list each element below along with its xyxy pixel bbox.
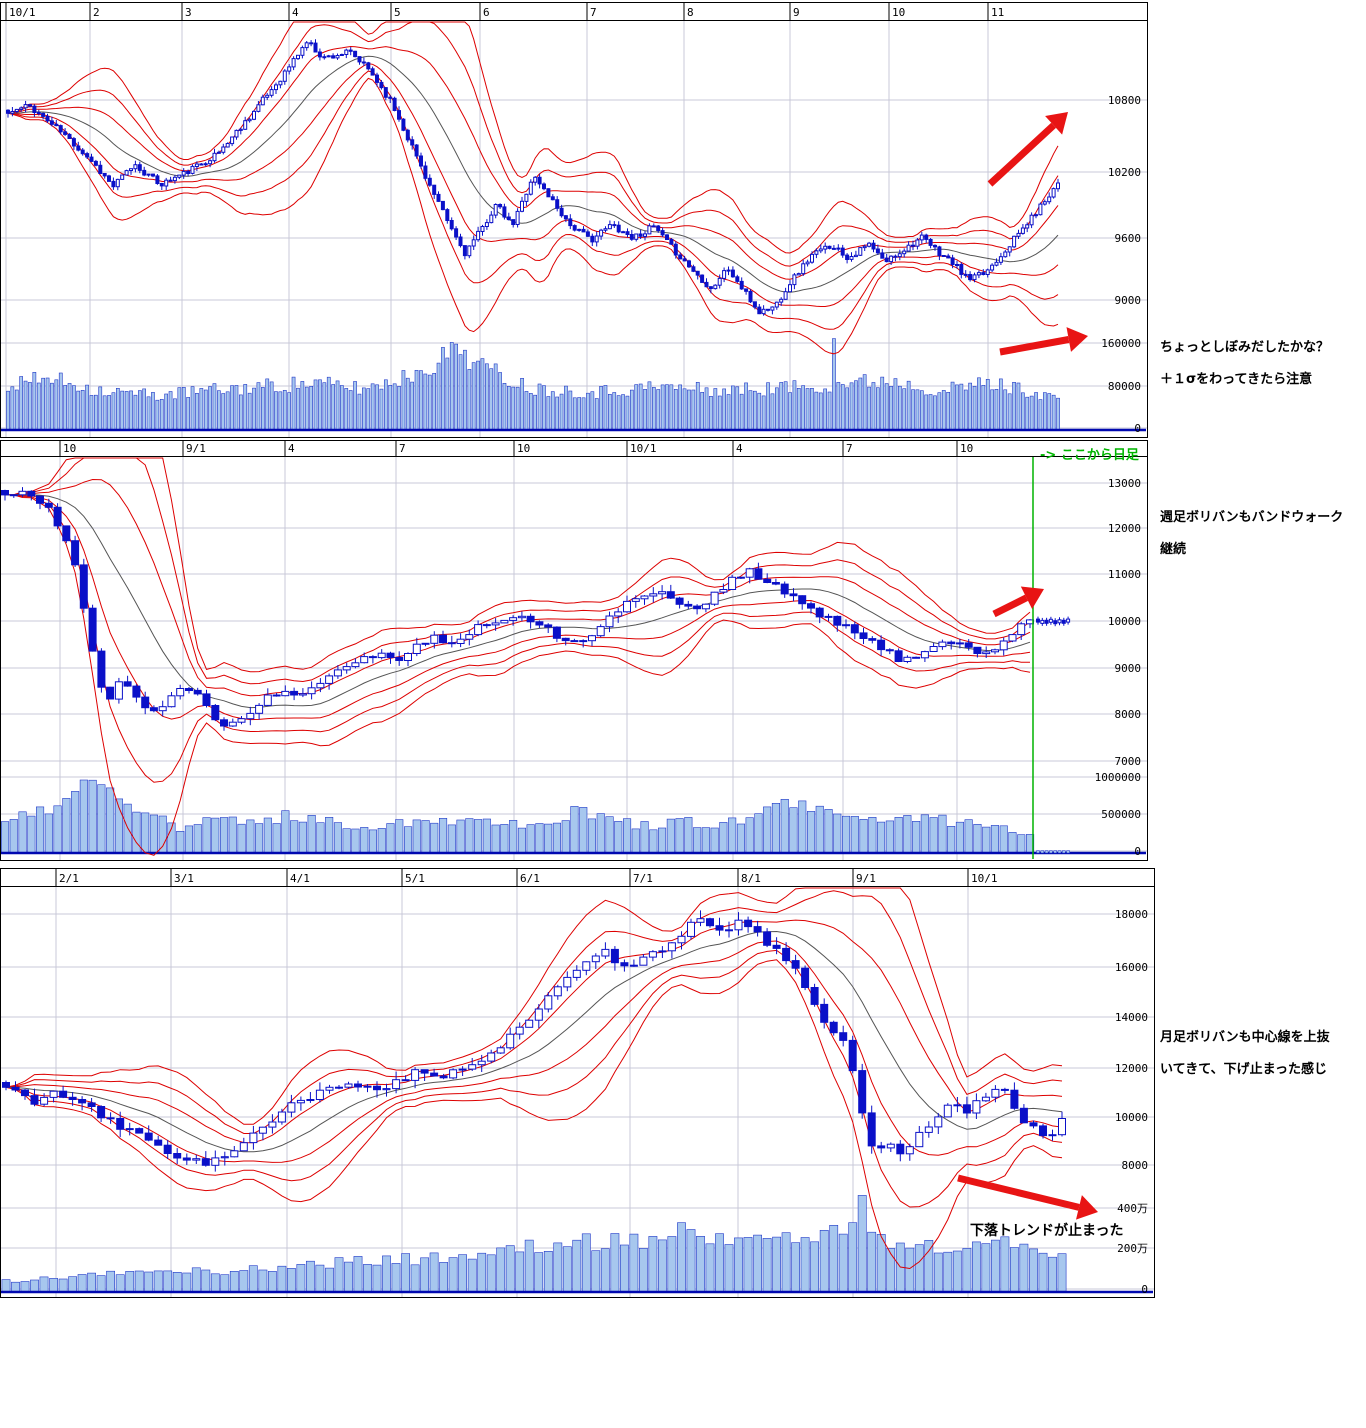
volume-bars-layer <box>1 1195 1153 1294</box>
svg-text:7: 7 <box>399 442 406 455</box>
axis-labels-layer: 10 9/1 4 7 10 10/1 4 7 10 13000 12000 11000 10000 900… <box>63 442 1141 858</box>
svg-text:7: 7 <box>590 6 597 19</box>
svg-text:0: 0 <box>1134 845 1141 858</box>
axis-labels-layer: 10/1 2 3 4 5 6 7 8 9 10 11 10800 10200 9600 9000 160000… <box>9 6 1141 435</box>
svg-text:3: 3 <box>185 6 192 19</box>
svg-text:8/1: 8/1 <box>741 872 761 885</box>
annotation-monthly-comment: 月足ボリバンも中心線を上抜 いてきて、下げ止まった感じ <box>1160 1022 1330 1086</box>
marker-layer <box>1032 457 1071 859</box>
svg-text:18000: 18000 <box>1115 908 1148 921</box>
svg-text:200万: 200万 <box>1117 1242 1148 1255</box>
annotation-downtrend-stopped: 下落トレンドが止まった <box>970 1222 1123 1240</box>
svg-text:8: 8 <box>687 6 694 19</box>
svg-text:7/1: 7/1 <box>633 872 653 885</box>
svg-text:10: 10 <box>960 442 973 455</box>
svg-text:80000: 80000 <box>1108 380 1141 393</box>
svg-text:16000: 16000 <box>1115 961 1148 974</box>
volume-bars-layer <box>1 338 1146 432</box>
svg-text:9: 9 <box>793 6 800 19</box>
daily-candlestick-chart: 10/1 2 3 4 5 6 7 8 9 10 11 10800 10200 9600 9000 160000… <box>0 2 1148 438</box>
annotation-line: 週足ボリバンもバンドウォーク <box>1160 510 1344 525</box>
annotation-weekly-comment: 週足ボリバンもバンドウォーク 継続 <box>1160 502 1343 566</box>
svg-text:4/1: 4/1 <box>290 872 310 885</box>
svg-text:8000: 8000 <box>1122 1159 1149 1172</box>
svg-text:4: 4 <box>288 442 295 455</box>
weekly-candlestick-chart: 10 9/1 4 7 10 10/1 4 7 10 13000 12000 11000 10000 900… <box>0 440 1148 861</box>
svg-text:10000: 10000 <box>1115 1111 1148 1124</box>
svg-text:1000000: 1000000 <box>1095 771 1141 784</box>
svg-text:10: 10 <box>892 6 905 19</box>
svg-text:10/1: 10/1 <box>9 6 36 19</box>
svg-text:12000: 12000 <box>1108 522 1141 535</box>
svg-text:10000: 10000 <box>1108 615 1141 628</box>
svg-text:2/1: 2/1 <box>59 872 79 885</box>
svg-text:7000: 7000 <box>1115 755 1142 768</box>
svg-text:500000: 500000 <box>1101 808 1141 821</box>
annotation-daily-comment: ちょっとしぼみだしたかな？ ＋１σをわってきたら注意 <box>1160 332 1329 396</box>
candles-layer <box>6 39 1060 316</box>
svg-text:160000: 160000 <box>1101 337 1141 350</box>
annotation-line: いてきて、下げ止まった感じ <box>1160 1062 1328 1077</box>
svg-text:4: 4 <box>292 6 299 19</box>
annotation-line: ＋１σをわってきたら注意 <box>1160 372 1313 387</box>
svg-text:10: 10 <box>63 442 76 455</box>
svg-text:0: 0 <box>1134 422 1141 435</box>
svg-text:9000: 9000 <box>1115 294 1142 307</box>
svg-text:10/1: 10/1 <box>630 442 657 455</box>
svg-text:10: 10 <box>517 442 530 455</box>
svg-text:11000: 11000 <box>1108 568 1141 581</box>
svg-text:9000: 9000 <box>1115 662 1142 675</box>
annotation-line: 下落トレンドが止まった <box>970 1223 1124 1239</box>
svg-text:8000: 8000 <box>1115 708 1142 721</box>
svg-text:12000: 12000 <box>1115 1062 1148 1075</box>
svg-text:0: 0 <box>1141 1283 1148 1296</box>
svg-text:10/1: 10/1 <box>971 872 998 885</box>
svg-text:9600: 9600 <box>1115 232 1142 245</box>
svg-text:2: 2 <box>93 6 100 19</box>
svg-text:6: 6 <box>483 6 490 19</box>
svg-text:4: 4 <box>736 442 743 455</box>
monthly-candlestick-chart: 2/1 3/1 4/1 5/1 6/1 7/1 8/1 9/1 10/1 18000 16000 14… <box>0 868 1155 1298</box>
bollinger-bands-layer <box>7 21 1059 355</box>
svg-text:14000: 14000 <box>1115 1011 1148 1024</box>
candles-layer <box>1 487 1034 731</box>
candles-layer <box>2 910 1066 1172</box>
axis-labels-layer: 2/1 3/1 4/1 5/1 6/1 7/1 8/1 9/1 10/1 18000 16000 14… <box>59 872 1148 1296</box>
svg-text:5: 5 <box>394 6 401 19</box>
annotation-line: 月足ボリバンも中心線を上抜 <box>1160 1030 1330 1045</box>
svg-text:5/1: 5/1 <box>405 872 425 885</box>
bollinger-bands-layer <box>5 887 1063 1270</box>
svg-text:10200: 10200 <box>1108 166 1141 179</box>
volume-bars-layer <box>0 779 1146 855</box>
annotation-line: 継続 <box>1160 542 1187 557</box>
svg-text:9/1: 9/1 <box>186 442 206 455</box>
annotation-line: ちょっとしぼみだしたかな？ <box>1160 340 1330 355</box>
svg-text:11: 11 <box>991 6 1004 19</box>
svg-text:3/1: 3/1 <box>174 872 194 885</box>
bollinger-bands-layer <box>4 457 1031 856</box>
daily-start-label: -> ここから日足 <box>1040 448 1139 463</box>
svg-text:9/1: 9/1 <box>856 872 876 885</box>
svg-text:6/1: 6/1 <box>520 872 540 885</box>
svg-text:13000: 13000 <box>1108 477 1141 490</box>
svg-text:10800: 10800 <box>1108 94 1141 107</box>
svg-text:7: 7 <box>846 442 853 455</box>
svg-text:400万: 400万 <box>1117 1202 1148 1215</box>
